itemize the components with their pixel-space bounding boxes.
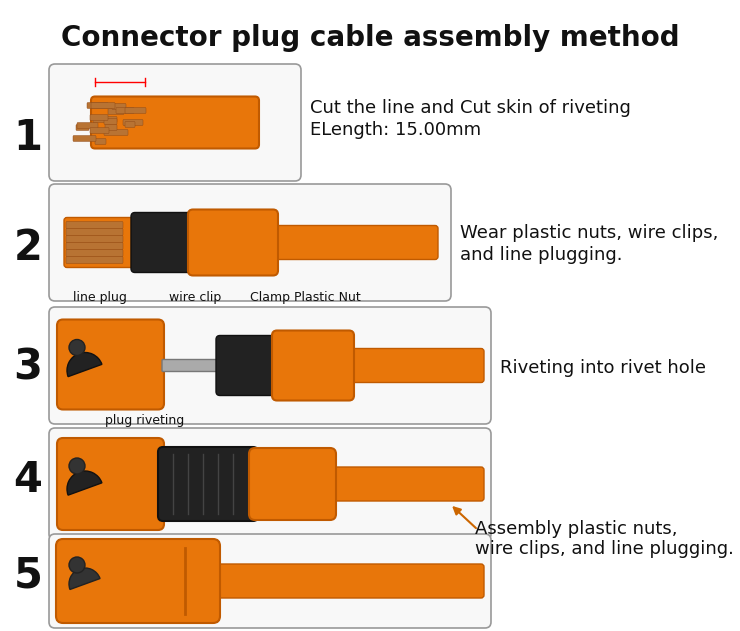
FancyBboxPatch shape [188,209,278,276]
FancyBboxPatch shape [108,109,124,114]
Text: Wear plastic nuts, wire clips,: Wear plastic nuts, wire clips, [460,224,719,242]
FancyBboxPatch shape [249,448,336,520]
Text: wire clip: wire clip [169,291,221,304]
FancyBboxPatch shape [123,119,143,126]
FancyBboxPatch shape [49,534,491,628]
Text: Cut the line and Cut skin of riveting: Cut the line and Cut skin of riveting [310,99,631,117]
FancyBboxPatch shape [49,64,301,181]
Text: 3: 3 [13,347,42,389]
FancyBboxPatch shape [112,103,126,110]
FancyBboxPatch shape [66,235,123,242]
FancyBboxPatch shape [73,136,96,141]
FancyBboxPatch shape [87,102,108,109]
FancyBboxPatch shape [131,213,194,273]
Circle shape [69,458,85,474]
FancyBboxPatch shape [90,114,108,121]
Circle shape [69,339,85,355]
Text: Connector plug cable assembly method: Connector plug cable assembly method [61,24,679,52]
FancyBboxPatch shape [348,348,484,382]
FancyBboxPatch shape [104,119,117,124]
FancyBboxPatch shape [49,428,491,540]
Text: and line plugging.: and line plugging. [460,246,622,264]
FancyBboxPatch shape [125,122,135,127]
Text: 4: 4 [13,459,42,501]
FancyBboxPatch shape [91,97,259,148]
FancyBboxPatch shape [95,138,106,144]
FancyBboxPatch shape [66,242,123,249]
FancyBboxPatch shape [57,319,164,410]
FancyBboxPatch shape [330,467,484,501]
Text: wire clips, and line plugging.: wire clips, and line plugging. [475,540,734,558]
Text: 1: 1 [13,117,42,159]
FancyBboxPatch shape [272,225,438,259]
FancyBboxPatch shape [158,447,258,521]
FancyBboxPatch shape [76,124,89,131]
FancyBboxPatch shape [64,218,135,268]
Text: Riveting into rivet hole: Riveting into rivet hole [500,359,706,377]
FancyBboxPatch shape [66,249,123,256]
Circle shape [69,557,85,573]
FancyBboxPatch shape [66,256,123,264]
Text: Clamp Plastic Nut: Clamp Plastic Nut [249,291,360,304]
FancyBboxPatch shape [272,331,354,401]
Wedge shape [69,568,100,589]
Text: Assembly plastic nuts,: Assembly plastic nuts, [475,520,678,538]
FancyBboxPatch shape [93,117,117,122]
FancyBboxPatch shape [66,221,123,228]
FancyBboxPatch shape [90,127,109,134]
FancyBboxPatch shape [49,184,451,301]
FancyBboxPatch shape [105,124,117,131]
FancyBboxPatch shape [66,228,123,235]
FancyBboxPatch shape [162,360,219,372]
FancyBboxPatch shape [216,336,279,396]
Wedge shape [67,353,102,377]
Text: plug riveting: plug riveting [105,414,184,427]
Text: 2: 2 [13,227,42,269]
FancyBboxPatch shape [125,107,146,114]
FancyBboxPatch shape [56,539,220,623]
Wedge shape [67,471,102,495]
FancyBboxPatch shape [49,307,491,424]
Text: 5: 5 [13,554,42,596]
Text: line plug: line plug [73,291,127,304]
Text: ELength: 15.00mm: ELength: 15.00mm [310,121,481,139]
FancyBboxPatch shape [57,438,164,530]
FancyBboxPatch shape [214,564,484,598]
FancyBboxPatch shape [91,102,115,109]
FancyBboxPatch shape [116,107,134,114]
FancyBboxPatch shape [77,122,98,129]
FancyBboxPatch shape [104,129,128,136]
